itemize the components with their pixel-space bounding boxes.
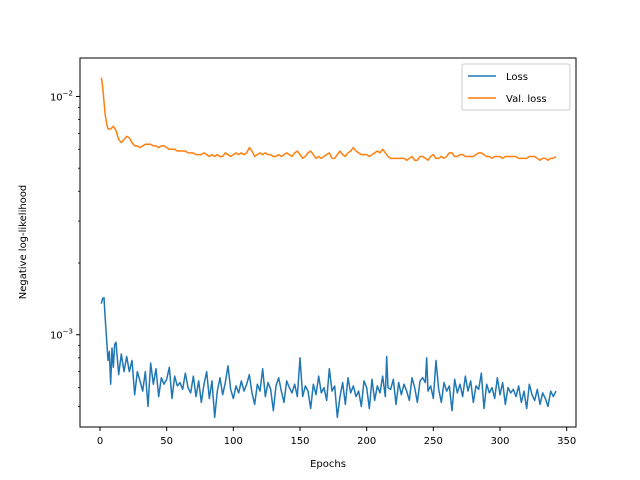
y-axis-label: Negative log-likelihood xyxy=(18,185,29,300)
axes-frame xyxy=(79,57,577,428)
legend-label-loss: Loss xyxy=(506,72,528,83)
x-tick-label: 250 xyxy=(424,436,443,447)
y-axis-ticks: 10−3 10−2 xyxy=(50,89,80,407)
y-tick-label: 10−2 xyxy=(50,89,73,103)
x-tick-label: 100 xyxy=(224,436,243,447)
x-tick-label: 0 xyxy=(97,436,103,447)
legend-label-val-loss: Val. loss xyxy=(506,94,547,105)
series-line-val-loss xyxy=(100,77,557,161)
x-tick-label: 200 xyxy=(357,436,376,447)
series-line-loss xyxy=(100,296,557,419)
y-tick-label: 10−3 xyxy=(50,328,73,342)
x-axis-label: Epochs xyxy=(310,459,346,470)
plot-area xyxy=(79,57,577,428)
x-tick-label: 300 xyxy=(490,436,509,447)
x-tick-label: 350 xyxy=(557,436,576,447)
series-layer xyxy=(100,77,557,419)
x-axis-ticks: 0 50 100 150 200 250 300 350 xyxy=(97,427,576,447)
x-tick-label: 50 xyxy=(160,436,173,447)
legend: Loss Val. loss xyxy=(461,63,571,111)
x-tick-label: 150 xyxy=(290,436,309,447)
